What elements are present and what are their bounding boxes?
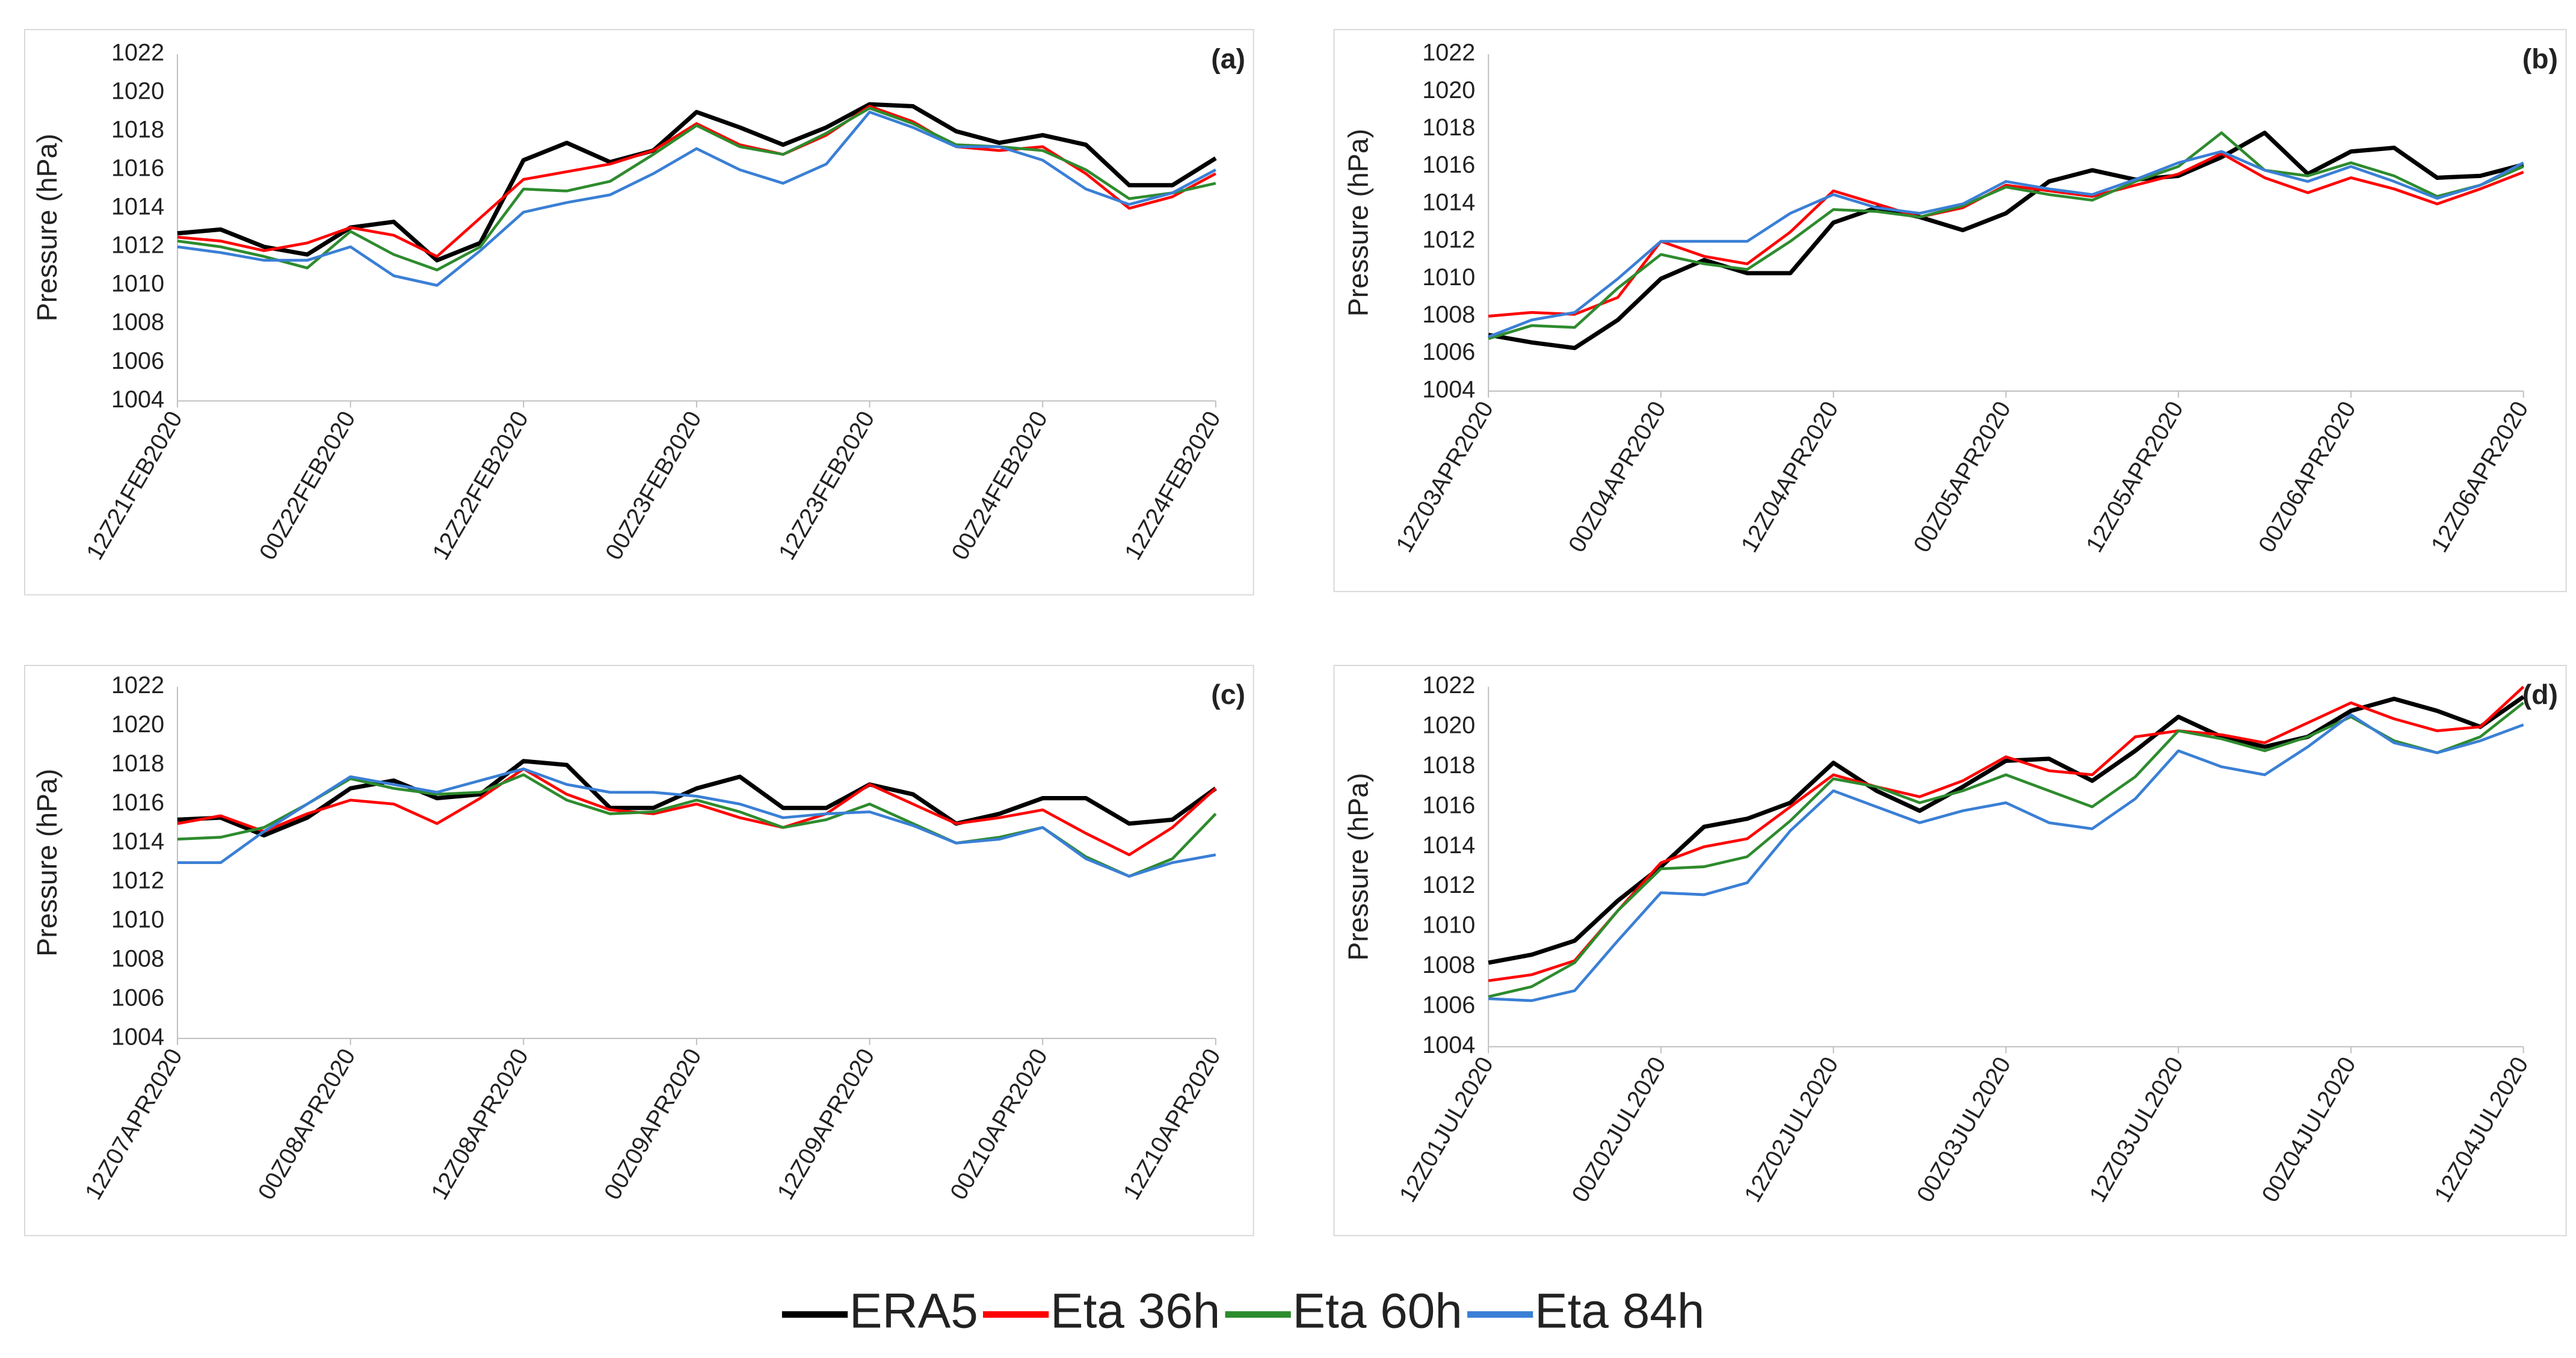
series-line	[1488, 695, 2525, 965]
series-line	[177, 110, 1216, 287]
y-tick-label: 1006	[111, 348, 164, 374]
y-tick-label: 1008	[111, 945, 164, 972]
series-line	[177, 767, 1217, 857]
series-line	[1488, 131, 2524, 341]
y-tick-label: 1014	[111, 194, 164, 220]
y-tick-label: 1020	[1422, 77, 1475, 103]
y-tick-label: 1022	[111, 40, 164, 66]
y-tick-label: 1014	[1422, 832, 1475, 859]
y-tick-label: 1008	[1422, 301, 1475, 328]
panel-frame	[1333, 29, 2567, 593]
series-line	[1488, 685, 2525, 983]
series-line	[1488, 702, 2525, 998]
panel: 1004 1006 1008 1010 1012 1014 1016 1018 1020 1022…	[1333, 665, 2567, 1236]
y-tick-label: 1008	[111, 309, 164, 336]
y-tick-label: 1012	[1422, 872, 1475, 898]
y-tick-label: 1006	[1422, 339, 1475, 365]
panel: 1004 1006 1008 1010 1012 1014 1016 1018 1020 1022…	[1333, 29, 2567, 593]
y-axis-label: Pressure (hPa)	[31, 769, 63, 957]
y-tick-label: 1012	[111, 868, 164, 894]
y-tick-label: 1014	[111, 829, 164, 855]
series-line	[1488, 713, 2524, 1002]
y-tick-label: 1004	[1422, 1032, 1475, 1058]
series-line	[177, 105, 1216, 258]
y-tick-label: 1010	[1422, 912, 1475, 939]
y-tick-label: 1012	[1422, 227, 1475, 253]
y-tick-label: 1016	[111, 155, 164, 182]
y-tick-label: 1018	[1422, 752, 1475, 779]
y-tick-label: 1006	[111, 984, 164, 1011]
y-tick-label: 1006	[1422, 992, 1475, 1019]
panel-title: (d)	[2522, 679, 2558, 710]
legend-label: Eta 60h	[1293, 1283, 1462, 1338]
y-axis-label: Pressure (hPa)	[1342, 129, 1373, 316]
y-tick-label: 1010	[1422, 264, 1475, 291]
legend: ERA5 Eta 36h Eta 60h Eta 84h	[781, 1283, 1704, 1338]
panel: 1004 1006 1008 1010 1012 1014 1016 1018 1020 1022…	[23, 665, 1254, 1236]
legend-label: ERA5	[849, 1283, 978, 1338]
y-tick-label: 1018	[111, 750, 164, 777]
panel-title: (b)	[2522, 43, 2558, 74]
y-tick-label: 1022	[1422, 40, 1475, 66]
y-tick-label: 1004	[1422, 376, 1475, 403]
y-tick-label: 1004	[111, 1023, 164, 1050]
series-line	[1488, 131, 2524, 350]
panel: 1004 1006 1008 1010 1012 1014 1016 1018 1020 1022…	[23, 29, 1254, 596]
y-axis-label: Pressure (hPa)	[31, 134, 63, 321]
y-tick-label: 1020	[1422, 712, 1475, 738]
panel-title: (a)	[1211, 43, 1245, 74]
y-tick-label: 1016	[1422, 152, 1475, 178]
y-tick-label: 1012	[111, 232, 164, 259]
y-tick-label: 1008	[1422, 952, 1475, 978]
y-tick-label: 1020	[111, 711, 164, 738]
y-tick-label: 1018	[111, 117, 164, 143]
legend-label: Eta 84h	[1535, 1283, 1704, 1338]
y-tick-label: 1020	[111, 78, 164, 105]
y-tick-label: 1014	[1422, 189, 1475, 215]
y-tick-label: 1016	[1422, 792, 1475, 818]
y-tick-label: 1004	[111, 386, 164, 413]
panel-title: (c)	[1211, 679, 1245, 710]
y-axis-label: Pressure (hPa)	[1342, 773, 1373, 960]
y-tick-label: 1010	[111, 907, 164, 933]
series-line	[177, 106, 1216, 272]
y-tick-label: 1022	[1422, 672, 1475, 699]
series-line	[1488, 150, 2524, 338]
series-line	[177, 767, 1216, 878]
legend-label: Eta 36h	[1050, 1283, 1220, 1338]
series-line	[177, 759, 1217, 838]
y-tick-label: 1010	[111, 271, 164, 297]
y-tick-label: 1016	[111, 789, 164, 816]
y-tick-label: 1022	[111, 672, 164, 699]
y-tick-label: 1018	[1422, 114, 1475, 141]
panel-frame	[23, 29, 1254, 596]
panel-frame	[23, 665, 1254, 1236]
